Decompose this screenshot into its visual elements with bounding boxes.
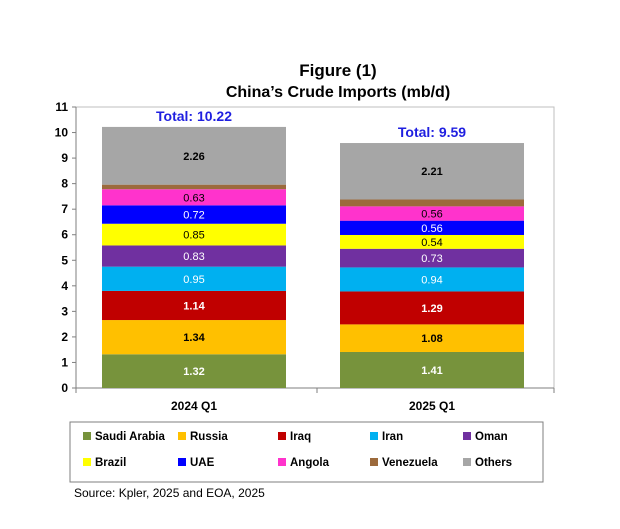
legend-swatch (370, 458, 378, 466)
data-label: 1.41 (421, 365, 442, 377)
chart-title: Figure (1) (299, 61, 376, 80)
data-label: 0.72 (183, 210, 204, 222)
bar-angola-1 (340, 206, 524, 221)
bar-uae-0 (102, 205, 286, 224)
x-tick-label: 2025 Q1 (409, 399, 455, 413)
bar-others-0 (102, 126, 286, 185)
data-label: 1.08 (421, 333, 442, 345)
y-tick-label: 4 (61, 279, 68, 293)
bar-angola-0 (102, 189, 286, 206)
y-tick-label: 2 (61, 330, 68, 344)
y-tick-label: 8 (61, 177, 68, 191)
legend-label: Russia (190, 431, 228, 443)
legend-label: Angola (290, 457, 330, 469)
data-label: 2.26 (183, 151, 204, 163)
data-label: 0.85 (183, 230, 204, 242)
y-tick-label: 6 (61, 228, 68, 242)
total-label: Total: 10.22 (156, 108, 232, 124)
bar-oman-0 (102, 245, 286, 267)
y-tick-label: 7 (61, 202, 68, 216)
data-label: 1.14 (183, 300, 205, 312)
data-label: 0.56 (421, 209, 442, 221)
data-label: 0.94 (421, 274, 442, 286)
bar-iran-0 (102, 266, 286, 291)
chart-subtitle: China’s Crude Imports (mb/d) (226, 84, 450, 101)
bar-iran-1 (340, 267, 524, 292)
legend-label: Brazil (95, 457, 126, 469)
data-label: 1.34 (183, 332, 205, 344)
legend-swatch (178, 458, 186, 466)
bar-russia-1 (340, 324, 524, 352)
data-label: 2.21 (421, 166, 442, 178)
bar-uae-1 (340, 220, 524, 235)
y-tick-label: 10 (55, 126, 69, 140)
legend-label: Saudi Arabia (95, 431, 165, 443)
legend-label: Others (475, 457, 512, 469)
legend-swatch (278, 458, 286, 466)
data-label: 0.95 (183, 274, 204, 286)
legend-swatch (278, 432, 286, 440)
y-tick-label: 1 (61, 355, 68, 369)
bar-russia-0 (102, 320, 286, 355)
data-label: 1.32 (183, 366, 204, 378)
y-tick-label: 9 (61, 151, 68, 165)
data-label: 0.54 (421, 237, 442, 249)
data-label: 0.73 (421, 253, 442, 265)
legend-swatch (83, 432, 91, 440)
legend-label: Oman (475, 431, 508, 443)
bar-venezuela-0 (102, 184, 286, 190)
legend-swatch (178, 432, 186, 440)
bar-iraq-0 (102, 290, 286, 321)
legend-label: Venezuela (382, 457, 438, 469)
legend-swatch (370, 432, 378, 440)
bar-brazil-1 (340, 234, 524, 249)
plot-area: 0 1 2 3 4 5 6 7 8 9 10 11 1.32 1.34 1.14 0.95 0.83 0.85 0.… (55, 100, 555, 413)
bar-saudi-arabia-1 (340, 351, 524, 388)
data-label: 0.56 (421, 223, 442, 235)
data-label: 0.63 (183, 192, 204, 204)
legend-label: Iran (382, 431, 403, 443)
total-label: Total: 9.59 (398, 124, 466, 140)
bar-others-1 (340, 143, 524, 200)
source-note: Source: Kpler, 2025 and EOA, 2025 (74, 486, 265, 500)
y-tick-label: 11 (55, 100, 68, 114)
legend-swatch (83, 458, 91, 466)
legend-swatch (463, 432, 471, 440)
bar-oman-1 (340, 248, 524, 268)
y-tick-label: 0 (61, 381, 68, 395)
y-tick-label: 5 (61, 253, 68, 267)
bar-brazil-0 (102, 223, 286, 246)
legend-label: UAE (190, 457, 215, 469)
data-label: 0.83 (183, 251, 204, 263)
legend: Saudi Arabia Russia Iraq Iran Oman Brazil UAE A… (69, 421, 544, 483)
legend-swatch (463, 458, 471, 466)
bar-saudi-arabia-0 (102, 354, 286, 388)
x-tick-label: 2024 Q1 (171, 399, 217, 413)
data-label: 1.29 (421, 303, 442, 315)
bar-venezuela-1 (340, 199, 524, 207)
bar-iraq-1 (340, 291, 524, 325)
y-tick-label: 3 (61, 304, 68, 318)
legend-label: Iraq (290, 431, 311, 443)
